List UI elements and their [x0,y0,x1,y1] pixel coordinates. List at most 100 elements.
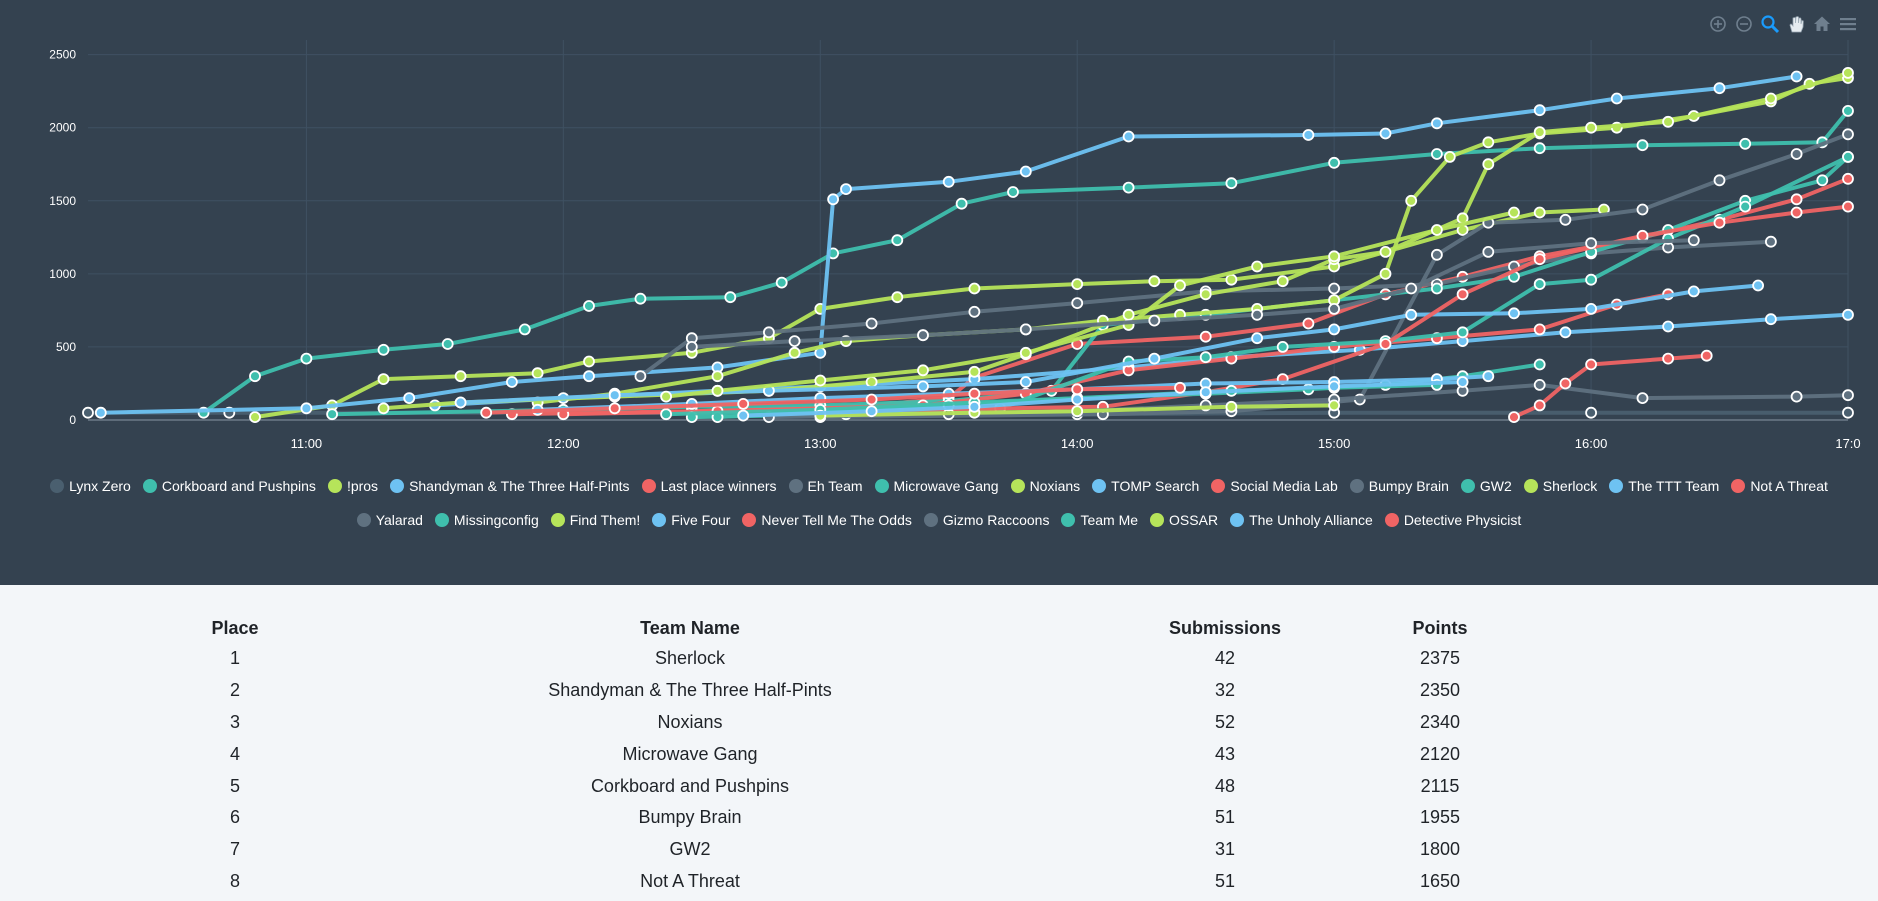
data-point[interactable] [1328,380,1340,393]
data-point[interactable] [1842,105,1854,117]
legend-item[interactable]: Microwave Gang [874,478,999,494]
data-point[interactable] [1431,224,1443,236]
home-reset-icon[interactable] [1812,14,1832,34]
data-point[interactable] [1328,250,1340,263]
data-point[interactable] [1199,330,1212,343]
data-point[interactable] [955,197,968,210]
data-point[interactable] [1533,278,1546,291]
data-point[interactable] [1533,323,1546,336]
data-point[interactable] [1790,148,1803,160]
data-point[interactable] [1636,139,1649,152]
data-point[interactable] [1431,117,1443,130]
data-point[interactable] [1585,121,1597,134]
data-point[interactable] [1199,288,1212,301]
data-point[interactable] [300,352,313,365]
data-point[interactable] [1533,378,1546,391]
data-point[interactable] [454,396,467,409]
data-point[interactable] [737,409,750,422]
data-point[interactable] [814,374,827,387]
data-point[interactable] [1225,400,1238,413]
data-point[interactable] [1559,213,1572,226]
data-point[interactable] [1765,92,1777,105]
data-point[interactable] [1122,130,1135,143]
legend-item[interactable]: Yalarad [356,512,423,528]
data-point[interactable] [1842,308,1854,321]
data-point[interactable] [1739,200,1752,213]
data-point[interactable] [968,305,981,318]
data-point[interactable] [1533,358,1546,371]
data-point[interactable] [1533,104,1546,117]
data-point[interactable] [82,406,94,419]
data-point[interactable] [1276,340,1289,353]
data-point[interactable] [1019,323,1032,336]
data-point[interactable] [1456,376,1469,388]
data-point[interactable] [917,380,929,393]
data-point[interactable] [1508,411,1520,424]
data-point[interactable] [1842,150,1854,163]
data-point[interactable] [660,390,672,403]
data-point[interactable] [1585,406,1597,419]
legend-item[interactable]: The TTT Team [1609,478,1719,494]
data-point[interactable] [1302,317,1315,330]
data-point[interactable] [583,355,595,368]
data-point[interactable] [968,365,981,378]
data-point[interactable] [1842,200,1854,213]
data-point[interactable] [1379,127,1392,140]
data-point[interactable] [634,292,647,305]
data-point[interactable] [1431,248,1443,261]
data-point[interactable] [608,402,621,415]
data-point[interactable] [1610,92,1623,105]
menu-icon[interactable] [1838,14,1858,34]
data-point[interactable] [1700,349,1713,362]
data-point[interactable] [968,400,981,413]
data-point[interactable] [1251,308,1263,321]
data-point[interactable] [865,317,878,330]
data-point[interactable] [1790,390,1803,403]
data-point[interactable] [1405,194,1418,207]
legend-item[interactable]: Never Tell Me The Odds [742,512,912,528]
data-point[interactable] [403,392,416,405]
data-point[interactable] [1533,126,1546,139]
legend-item[interactable]: OSSAR [1150,512,1218,528]
legend-item[interactable]: GW2 [1460,478,1512,494]
data-point[interactable] [1251,260,1263,273]
legend-item[interactable]: Shandyman & The Three Half-Pints [390,478,630,494]
legend-item[interactable]: Eh Team [788,478,863,494]
data-point[interactable] [1533,206,1546,219]
data-point[interactable] [1765,235,1777,248]
data-point[interactable] [1443,150,1456,163]
data-point[interactable] [583,370,595,383]
score-chart[interactable]: 0 500 1000 1500 2000 2500 11:00 12:00 13:00 14:00… [0,0,1878,585]
data-point[interactable] [1122,181,1135,194]
data-point[interactable] [775,276,788,289]
data-point[interactable] [763,326,775,339]
series-line[interactable] [253,207,1606,420]
data-point[interactable] [1431,282,1443,295]
data-point[interactable] [1559,377,1572,390]
legend-item[interactable]: Find Them! [550,512,640,528]
data-point[interactable] [1019,376,1032,388]
selection-zoom-icon[interactable] [1760,14,1780,34]
data-point[interactable] [1713,174,1726,187]
data-point[interactable] [454,370,467,383]
data-point[interactable] [1019,165,1032,178]
data-point[interactable] [1328,399,1340,412]
data-point[interactable] [1752,279,1764,292]
data-point[interactable] [1328,156,1340,169]
data-point[interactable] [1071,405,1084,418]
data-point[interactable] [788,346,801,359]
data-point[interactable] [891,291,904,304]
data-point[interactable] [1687,234,1700,247]
data-point[interactable] [1071,383,1084,396]
data-point[interactable] [531,367,544,380]
data-point[interactable] [300,402,313,415]
data-point[interactable] [1687,285,1700,298]
data-point[interactable] [827,193,839,206]
data-point[interactable] [840,183,852,196]
data-point[interactable] [1739,137,1752,150]
data-point[interactable] [1199,351,1212,364]
data-point[interactable] [1328,282,1340,295]
legend-item[interactable]: Gizmo Raccoons [923,512,1049,528]
data-point[interactable] [1148,275,1161,288]
data-point[interactable] [711,370,724,383]
